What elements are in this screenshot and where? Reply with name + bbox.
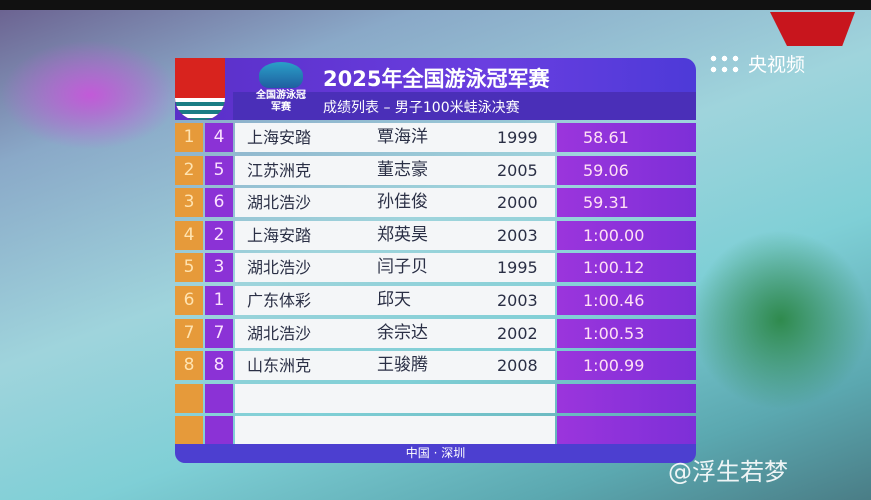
athlete-info	[235, 383, 555, 413]
lane: 7	[205, 318, 233, 348]
birth-year: 2003	[497, 291, 538, 310]
lane: 5	[205, 155, 233, 185]
rank: 2	[175, 155, 203, 185]
birth-year: 2000	[497, 193, 538, 213]
athlete-info: 江苏洲克 董志豪 2005	[235, 155, 555, 185]
time: 59.31	[557, 188, 696, 218]
athlete-info: 上海安踏 覃海洋 1999	[235, 123, 555, 152]
rank	[175, 416, 203, 446]
team: 上海安踏	[247, 225, 312, 245]
watermark: @浮生若梦	[668, 458, 788, 486]
athlete-name: 王骏腾	[377, 355, 428, 376]
athlete-name: 余宗达	[377, 322, 428, 343]
athlete-info: 湖北浩沙 孙佳俊 2000	[235, 188, 555, 218]
team: 江苏洲克	[247, 160, 312, 180]
athlete-info: 山东洲克 王骏腾 2008	[235, 351, 555, 381]
time	[557, 383, 696, 413]
rank: 5	[175, 253, 203, 283]
rank: 8	[175, 351, 203, 381]
subheader-band	[233, 92, 696, 120]
result-row: 2 5 江苏洲克 董志豪 2005 59.06	[175, 155, 696, 185]
lane: 4	[205, 123, 233, 152]
rank: 3	[175, 188, 203, 218]
location-footer: 中国 · 深圳	[175, 444, 696, 463]
lane	[205, 416, 233, 446]
team: 广东体彩	[247, 291, 312, 310]
lane	[205, 383, 233, 413]
birth-year: 1999	[497, 128, 538, 147]
result-row: 3 6 湖北浩沙 孙佳俊 2000 59.31	[175, 188, 696, 218]
rank: 7	[175, 318, 203, 348]
team: 湖北浩沙	[247, 193, 312, 213]
swimming-association-logo	[175, 58, 225, 120]
result-row: 8 8 山东洲克 王骏腾 2008 1:00.99	[175, 351, 696, 381]
athlete-name: 邱天	[377, 290, 411, 310]
lane: 1	[205, 286, 233, 315]
time: 1:00.00	[557, 220, 696, 250]
team: 上海安踏	[247, 128, 312, 147]
championship-logo: 全国游泳冠军赛	[253, 62, 309, 118]
channel-logo	[770, 12, 855, 46]
athlete-info: 湖北浩沙 闫子贝 1995	[235, 253, 555, 283]
birth-year: 2008	[497, 356, 538, 376]
rank: 6	[175, 286, 203, 315]
result-row: 4 2 上海安踏 郑英昊 2003 1:00.00	[175, 220, 696, 250]
lane: 3	[205, 253, 233, 283]
birth-year: 2002	[497, 323, 538, 343]
lane: 6	[205, 188, 233, 218]
result-row: 7 7 湖北浩沙 余宗达 2002 1:00.53	[175, 318, 696, 348]
time: 1:00.99	[557, 351, 696, 381]
event-subtitle: 成绩列表 – 男子100米蛙泳决赛	[323, 100, 520, 116]
broadcaster-name: 央视频	[748, 54, 806, 76]
results-board: 全国游泳冠军赛 2025年全国游泳冠军赛 成绩列表 – 男子100米蛙泳决赛 1…	[175, 58, 696, 463]
rank: 1	[175, 123, 203, 152]
athlete-name: 覃海洋	[377, 127, 428, 147]
team: 湖北浩沙	[247, 323, 312, 343]
team: 湖北浩沙	[247, 258, 312, 278]
time: 58.61	[557, 123, 696, 152]
athlete-info: 湖北浩沙 余宗达 2002	[235, 318, 555, 348]
birth-year: 2005	[497, 160, 538, 180]
result-row: 6 1 广东体彩 邱天 2003 1:00.46	[175, 286, 696, 315]
background-light	[0, 40, 180, 150]
page-title: 2025年全国游泳冠军赛	[323, 67, 550, 91]
time: 59.06	[557, 155, 696, 185]
result-row: 5 3 湖北浩沙 闫子贝 1995 1:00.12	[175, 253, 696, 283]
lane-rope	[690, 230, 871, 410]
time: 1:00.53	[557, 318, 696, 348]
athlete-info: 上海安踏 郑英昊 2003	[235, 220, 555, 250]
time: 1:00.46	[557, 286, 696, 315]
rank: 4	[175, 220, 203, 250]
lane: 8	[205, 351, 233, 381]
time	[557, 416, 696, 446]
cctv-icon	[708, 52, 742, 75]
board-header	[175, 58, 696, 120]
time: 1:00.12	[557, 253, 696, 283]
athlete-name: 闫子贝	[377, 257, 428, 278]
athlete-name: 孙佳俊	[377, 192, 428, 213]
lane: 2	[205, 220, 233, 250]
athlete-info: 广东体彩 邱天 2003	[235, 286, 555, 315]
team: 山东洲克	[247, 356, 312, 376]
athlete-name: 郑英昊	[377, 224, 428, 245]
result-row: 1 4 上海安踏 覃海洋 1999 58.61	[175, 123, 696, 152]
wave-icon	[259, 62, 303, 88]
athlete-info	[235, 416, 555, 446]
rank	[175, 383, 203, 413]
birth-year: 1995	[497, 258, 538, 278]
broadcaster-logo: 央视频	[708, 50, 805, 77]
result-row	[175, 416, 696, 446]
top-bar	[0, 0, 871, 10]
birth-year: 2003	[497, 225, 538, 245]
result-row	[175, 383, 696, 413]
athlete-name: 董志豪	[377, 159, 428, 180]
logo-text: 全国游泳冠军赛	[256, 90, 306, 113]
